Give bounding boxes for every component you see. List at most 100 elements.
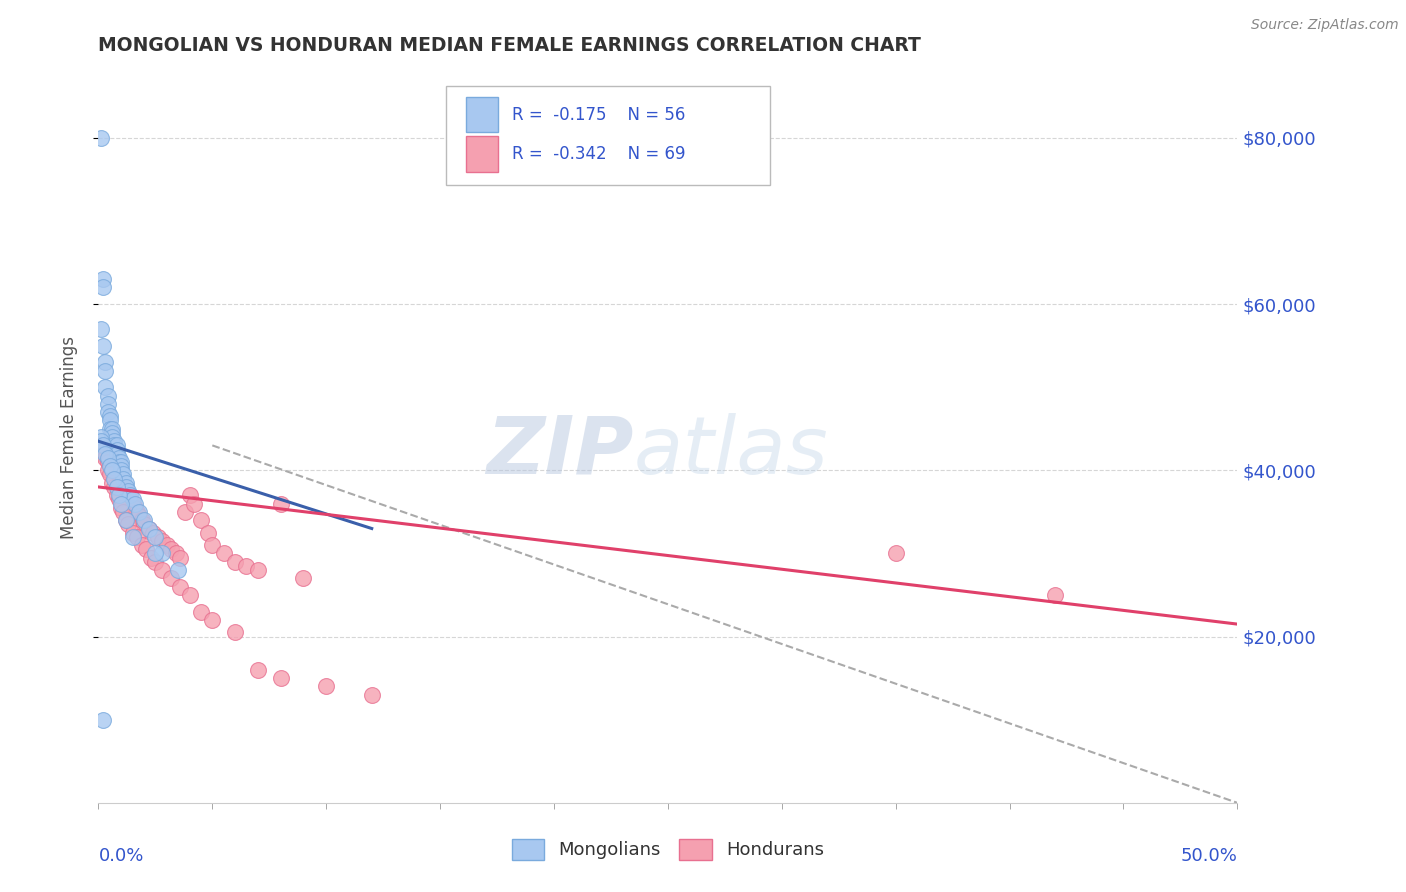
Point [884, 546, 907, 560]
Point [145, 530, 167, 544]
Point [96, 397, 118, 411]
Point [197, 525, 219, 540]
Point [103, 438, 125, 452]
Point [101, 463, 124, 477]
Point [114, 475, 136, 490]
Point [108, 475, 131, 490]
Point [139, 550, 162, 565]
Point [127, 505, 149, 519]
Point [246, 663, 269, 677]
Point [156, 538, 179, 552]
Point [138, 521, 160, 535]
Point [96, 405, 118, 419]
Point [145, 546, 167, 560]
Point [105, 438, 128, 452]
Point [169, 550, 191, 565]
Point [94, 380, 117, 394]
Point [160, 571, 183, 585]
Text: 0.0%: 0.0% [98, 847, 143, 864]
Text: Source: ZipAtlas.com: Source: ZipAtlas.com [1251, 18, 1399, 32]
Point [117, 517, 139, 532]
Point [105, 472, 128, 486]
Point [108, 492, 131, 507]
Point [190, 513, 212, 527]
Point [165, 546, 187, 560]
Point [131, 513, 153, 527]
Point [128, 505, 150, 519]
Point [270, 497, 292, 511]
Point [201, 538, 224, 552]
Point [292, 571, 315, 585]
Point [135, 542, 157, 557]
Point [91, 438, 114, 452]
Point [105, 488, 128, 502]
Text: MONGOLIAN VS HONDURAN MEDIAN FEMALE EARNINGS CORRELATION CHART: MONGOLIAN VS HONDURAN MEDIAN FEMALE EARN… [98, 36, 921, 54]
Point [120, 488, 142, 502]
Point [224, 625, 246, 640]
Point [138, 521, 160, 535]
Point [108, 455, 131, 469]
Point [105, 447, 128, 461]
Point [270, 671, 292, 685]
Point [90, 438, 112, 452]
Point [98, 413, 121, 427]
Point [132, 513, 155, 527]
Point [94, 447, 117, 461]
Point [105, 442, 128, 457]
Point [101, 463, 124, 477]
Point [121, 492, 143, 507]
Point [110, 497, 132, 511]
Point [117, 484, 139, 499]
Point [179, 488, 201, 502]
Point [90, 434, 112, 449]
Point [103, 472, 125, 486]
Point [360, 688, 382, 702]
Point [127, 530, 149, 544]
Point [120, 492, 142, 507]
Bar [467, 136, 498, 171]
Point [94, 450, 117, 465]
Point [145, 555, 167, 569]
Point [98, 422, 121, 436]
Point [121, 525, 143, 540]
Point [128, 509, 150, 524]
Point [246, 563, 269, 577]
Point [91, 713, 114, 727]
Point [169, 580, 191, 594]
Point [98, 409, 121, 424]
Point [110, 480, 132, 494]
Point [160, 542, 183, 557]
Point [179, 588, 201, 602]
FancyBboxPatch shape [446, 86, 770, 185]
Point [91, 280, 114, 294]
Point [1043, 588, 1066, 602]
Point [103, 434, 125, 449]
Point [103, 480, 125, 494]
Point [112, 505, 135, 519]
Point [212, 546, 235, 560]
Point [91, 338, 114, 352]
Point [121, 497, 143, 511]
Point [90, 322, 112, 336]
Text: ZIP: ZIP [486, 413, 634, 491]
Point [110, 455, 132, 469]
Point [183, 497, 205, 511]
Point [91, 447, 114, 461]
Point [101, 430, 124, 444]
Point [114, 513, 136, 527]
Point [114, 480, 136, 494]
Point [101, 475, 124, 490]
Point [108, 450, 131, 465]
Point [96, 463, 118, 477]
Point [150, 563, 173, 577]
Point [96, 388, 118, 402]
Point [90, 430, 112, 444]
Point [150, 546, 173, 560]
Point [101, 422, 124, 436]
Point [94, 355, 117, 369]
Point [101, 425, 124, 440]
Point [98, 467, 121, 482]
Point [112, 472, 135, 486]
Point [110, 500, 132, 515]
Point [110, 459, 132, 474]
